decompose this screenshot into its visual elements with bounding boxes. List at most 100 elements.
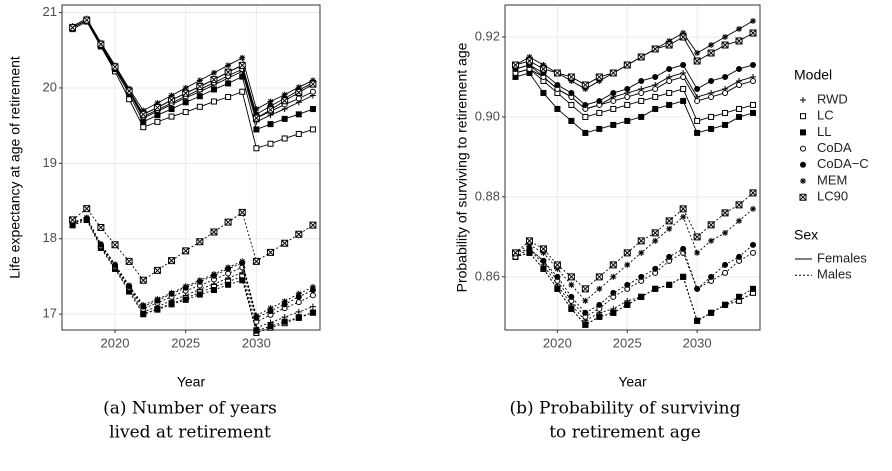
marker <box>309 80 317 88</box>
marker <box>693 57 701 65</box>
marker <box>693 233 701 241</box>
marker <box>182 109 189 116</box>
marker <box>225 93 232 100</box>
marker <box>540 257 547 264</box>
marker <box>582 309 589 316</box>
marker <box>735 37 743 45</box>
legend-label: RWD <box>817 91 848 106</box>
marker <box>295 290 302 297</box>
marker <box>666 89 673 96</box>
marker <box>309 303 316 310</box>
marker <box>665 217 673 225</box>
y-tick-label: 0.86 <box>475 268 500 283</box>
y-tick-label: 18 <box>43 230 57 245</box>
marker <box>168 290 175 297</box>
marker <box>281 97 289 105</box>
legend-label: LC90 <box>817 189 848 204</box>
marker <box>253 106 260 113</box>
marker <box>638 273 645 280</box>
marker <box>554 81 561 88</box>
marker <box>638 293 645 300</box>
x-tick-label: 2030 <box>242 335 271 350</box>
y-tick-label: 21 <box>43 4 57 19</box>
marker <box>281 298 288 305</box>
marker <box>540 61 547 68</box>
marker <box>666 281 673 288</box>
marker <box>582 85 589 92</box>
marker <box>140 107 147 114</box>
marker <box>694 97 701 104</box>
marker <box>239 54 246 61</box>
marker <box>624 93 631 100</box>
marker <box>224 218 232 226</box>
marker <box>225 80 232 87</box>
marker <box>112 261 119 268</box>
marker <box>679 33 687 41</box>
marker <box>567 273 575 281</box>
marker <box>708 125 715 132</box>
marker <box>610 97 617 104</box>
marker <box>267 323 274 330</box>
marker <box>638 97 645 104</box>
marker <box>596 97 603 104</box>
legend-label: LL <box>817 124 831 139</box>
marker <box>722 33 729 40</box>
marker <box>281 318 288 325</box>
marker <box>239 258 246 265</box>
marker <box>295 111 302 118</box>
marker <box>154 296 161 303</box>
marker <box>596 301 603 308</box>
marker <box>694 117 701 124</box>
marker <box>666 65 673 72</box>
marker <box>309 284 316 291</box>
marker <box>97 40 105 48</box>
marker <box>252 114 260 122</box>
series-line <box>72 217 314 319</box>
marker <box>253 145 260 152</box>
marker <box>139 276 147 284</box>
marker <box>69 24 77 32</box>
marker <box>140 124 147 131</box>
marker <box>309 309 316 316</box>
plot-background <box>62 5 320 330</box>
marker <box>736 65 743 72</box>
marker <box>694 129 701 136</box>
marker <box>83 16 91 24</box>
marker <box>540 265 547 272</box>
marker <box>182 296 189 303</box>
marker <box>749 29 757 37</box>
marker <box>196 82 204 90</box>
marker <box>568 101 575 108</box>
marker <box>750 17 757 24</box>
x-tick-label: 2025 <box>171 335 200 350</box>
marker <box>799 193 807 201</box>
marker <box>638 77 645 84</box>
marker <box>596 313 603 320</box>
marker <box>652 105 659 112</box>
marker <box>651 229 659 237</box>
series-line <box>72 217 314 329</box>
x-tick-label: 2020 <box>543 335 572 350</box>
marker <box>139 110 147 118</box>
marker <box>196 291 203 298</box>
marker <box>539 65 547 73</box>
marker <box>708 41 715 48</box>
marker <box>182 283 189 290</box>
series-line <box>72 217 314 317</box>
marker <box>610 105 617 112</box>
marker <box>652 73 659 80</box>
marker <box>596 125 603 132</box>
marker <box>624 281 631 288</box>
marker <box>800 97 806 103</box>
marker <box>168 96 176 104</box>
marker <box>295 130 302 137</box>
marker <box>239 88 246 95</box>
marker <box>267 305 274 312</box>
marker <box>595 73 603 81</box>
marker <box>750 205 757 212</box>
marker <box>624 301 631 308</box>
marker <box>665 41 673 49</box>
marker <box>267 98 274 105</box>
marker <box>267 121 274 128</box>
marker <box>526 241 533 248</box>
